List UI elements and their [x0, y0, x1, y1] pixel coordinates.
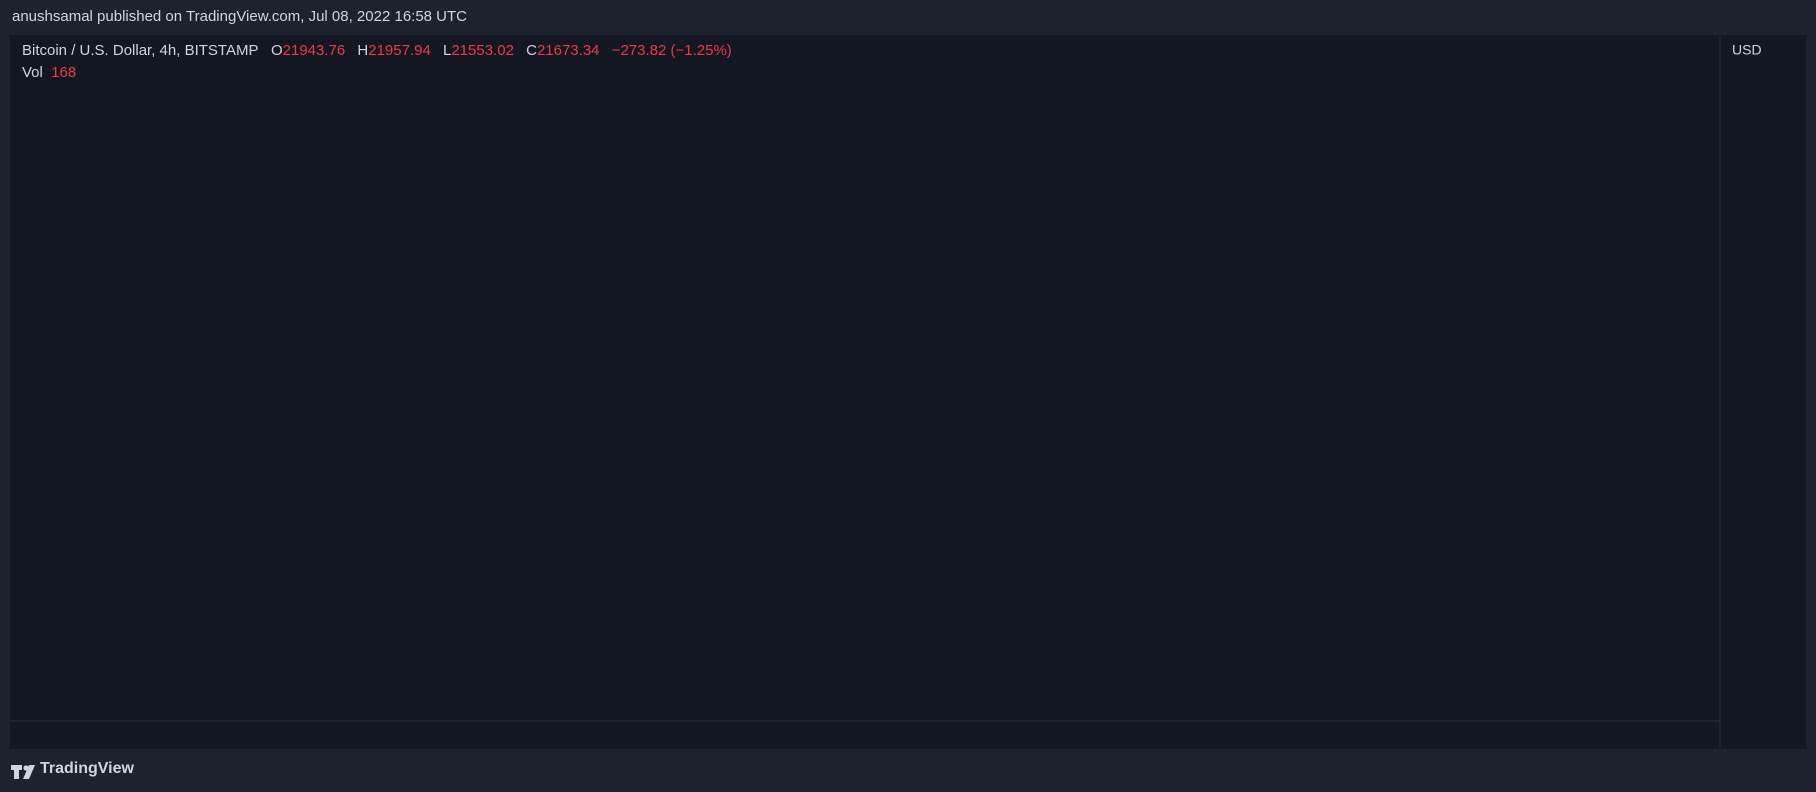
legend: Bitcoin / U.S. Dollar, 4h, BITSTAMP O219…	[22, 42, 740, 81]
o-label: O	[270, 42, 283, 59]
l-label: L	[443, 42, 452, 59]
h-value: 21957.94	[368, 42, 431, 59]
vol-label: Vol	[22, 64, 43, 81]
c-label: C	[526, 42, 537, 59]
publish-header: anushsamal published on TradingView.com,…	[12, 8, 468, 25]
l-value: 21553.02	[451, 42, 514, 59]
vol-value: 168	[51, 64, 77, 81]
symbol: Bitcoin / U.S. Dollar, 4h, BITSTAMP	[22, 42, 259, 59]
c-value: 21673.34	[536, 42, 600, 59]
brand-logo	[11, 765, 35, 779]
chart-panel	[10, 35, 1806, 749]
o-value: 21943.76	[282, 42, 346, 59]
change: −273.82 (−1.25%)	[611, 42, 732, 59]
brand: TradingView	[40, 760, 134, 777]
currency-label: USD	[1732, 42, 1762, 58]
h-label: H	[357, 42, 369, 59]
